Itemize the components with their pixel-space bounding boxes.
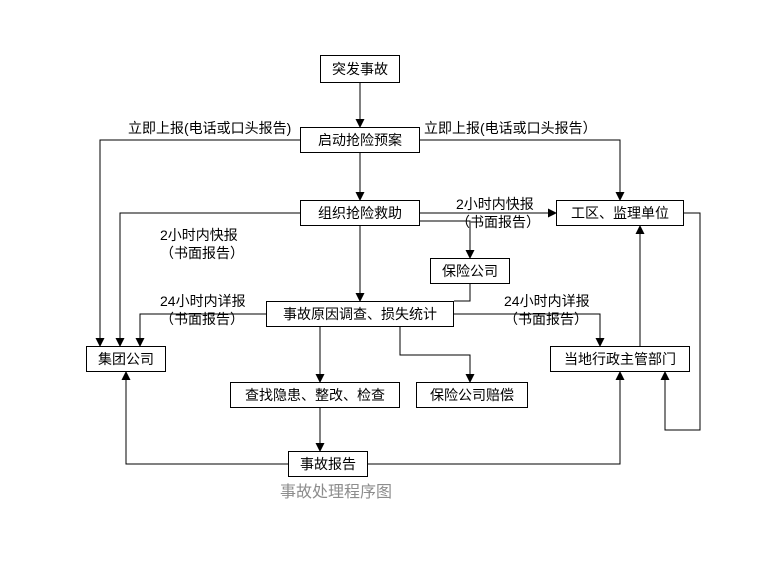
- node-report: 事故报告: [288, 451, 368, 477]
- node-insure: 保险公司: [430, 258, 510, 284]
- node-label: 组织抢险救助: [318, 203, 402, 223]
- node-cause: 事故原因调查、损失统计: [266, 301, 454, 327]
- node-label: 事故报告: [300, 454, 356, 474]
- node-label: 突发事故: [332, 59, 388, 79]
- edge-label-2h-right: 2小时内快报 （书面报告）: [456, 195, 540, 231]
- edge-label-2h-left: 2小时内快报 （书面报告）: [160, 226, 244, 262]
- node-organize: 组织抢险救助: [300, 200, 420, 226]
- figure-caption: 事故处理程序图: [280, 478, 392, 502]
- node-label: 启动抢险预案: [318, 130, 402, 150]
- node-label: 保险公司赔偿: [430, 385, 514, 405]
- node-label: 当地行政主管部门: [564, 349, 676, 369]
- node-check: 查找隐患、整改、检查: [230, 382, 400, 408]
- node-sudden: 突发事故: [320, 55, 400, 83]
- edge-label-up-right: 立即上报(电话或口头报告）: [424, 118, 597, 138]
- node-payout: 保险公司赔偿: [416, 382, 528, 408]
- edge-label-24h-left: 24小时内详报 （书面报告）: [160, 292, 246, 328]
- node-launch: 启动抢险预案: [300, 127, 420, 153]
- node-label: 集团公司: [98, 349, 154, 369]
- node-group: 集团公司: [86, 346, 166, 372]
- node-label: 保险公司: [442, 261, 498, 281]
- edge-label-up-left: 立即上报(电话或口头报告): [128, 118, 291, 138]
- node-label: 事故原因调查、损失统计: [283, 304, 437, 324]
- node-zone: 工区、监理单位: [556, 200, 684, 226]
- node-label: 查找隐患、整改、检查: [245, 385, 385, 405]
- node-label: 工区、监理单位: [571, 203, 669, 223]
- edge-label-24h-right: 24小时内详报 （书面报告）: [504, 292, 590, 328]
- node-admin: 当地行政主管部门: [550, 346, 690, 372]
- flowchart-stage: 突发事故 启动抢险预案 组织抢险救助 保险公司 事故原因调查、损失统计 查找隐患…: [0, 0, 760, 572]
